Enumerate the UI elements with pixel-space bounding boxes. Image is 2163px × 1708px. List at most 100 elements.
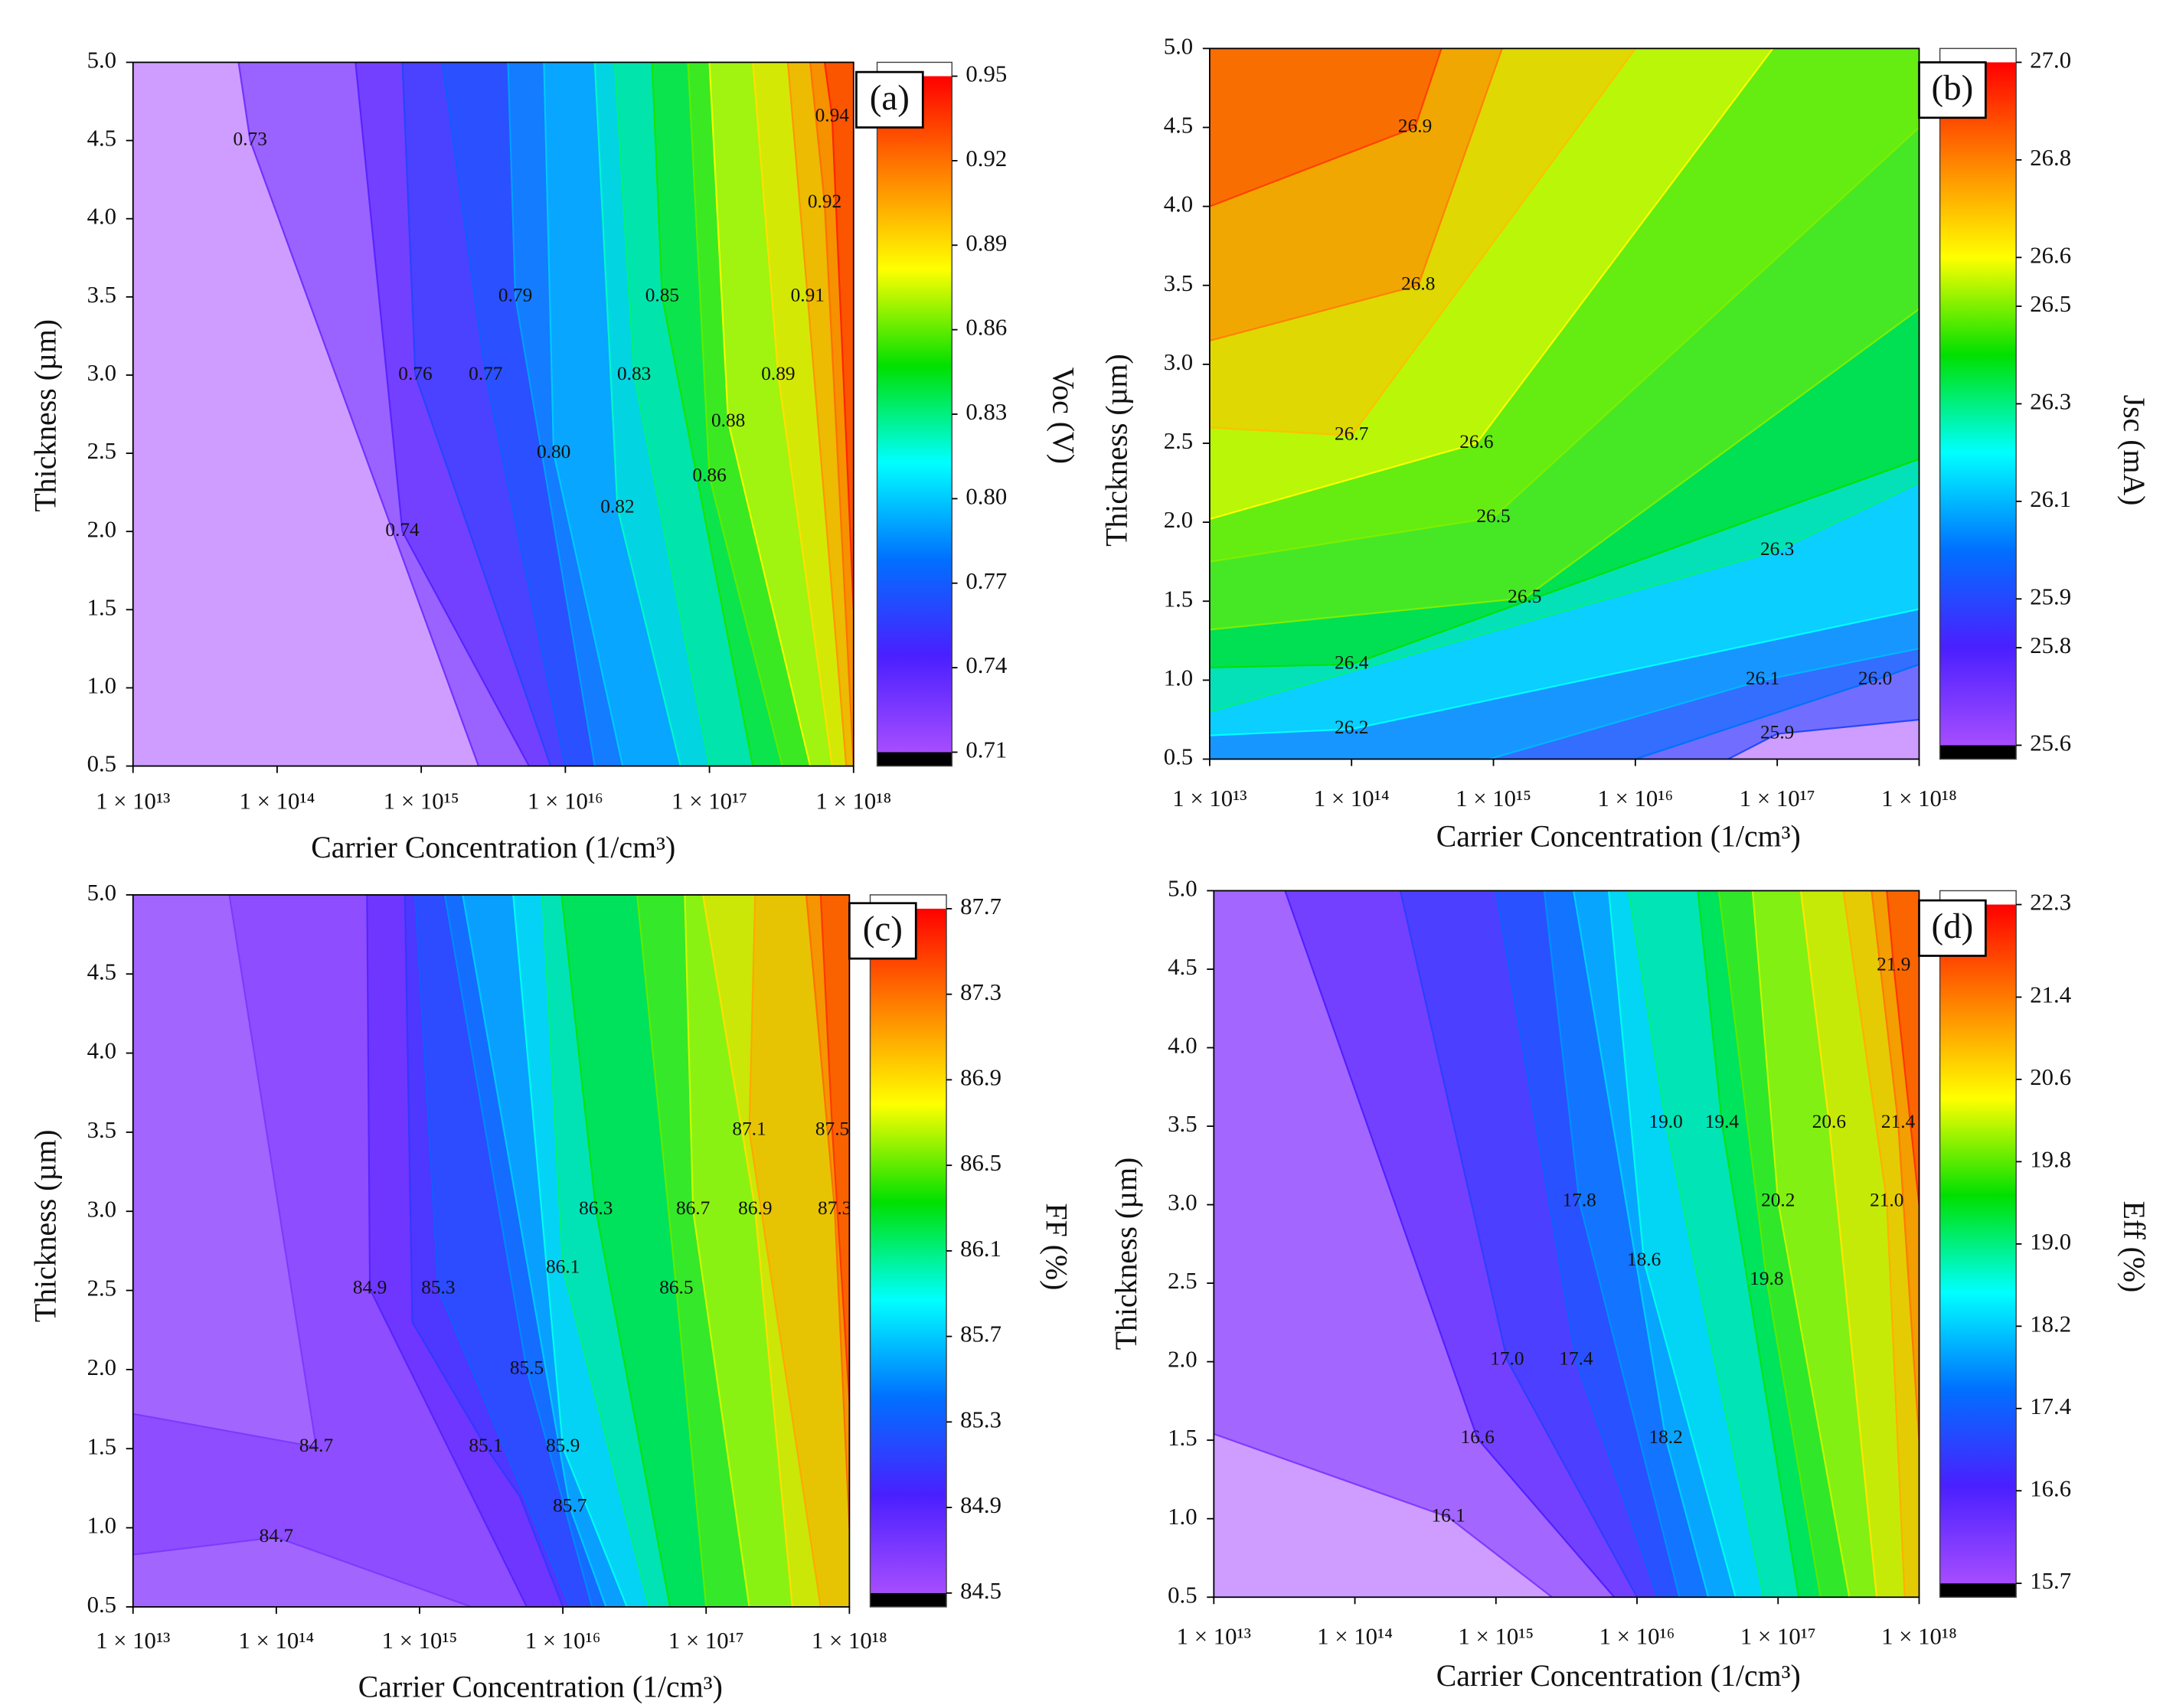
contour-label: 21.9 xyxy=(1877,954,1910,975)
contour-line xyxy=(543,62,624,766)
contour-label: 26.1 xyxy=(1746,668,1779,689)
x-axis-label: Carrier Concentration (1/cm³) xyxy=(1436,1659,1801,1693)
panel-label: (a) xyxy=(870,78,910,118)
plot-frame xyxy=(132,61,854,767)
x-tick-label: 1 × 10¹⁷ xyxy=(1740,785,1815,812)
contour-label: 20.6 xyxy=(1812,1111,1846,1132)
contour-line xyxy=(1214,1432,1553,1598)
contour-line xyxy=(507,62,596,766)
y-tick-label: 2.0 xyxy=(87,516,116,542)
contour-label: 86.1 xyxy=(546,1256,580,1277)
y-axis-label: Thickness (µm) xyxy=(28,1129,62,1322)
contour-line xyxy=(1209,48,1443,207)
y-tick-label: 4.5 xyxy=(87,126,116,152)
contour-line xyxy=(708,62,812,766)
y-tick-label: 0.5 xyxy=(1168,1582,1197,1608)
x-tick-label: 1 × 10¹⁶ xyxy=(1599,1624,1675,1650)
x-axis-label: Carrier Concentration (1/cm³) xyxy=(1436,820,1801,854)
contour-label: 26.9 xyxy=(1398,115,1432,136)
contour-label: 0.82 xyxy=(600,495,634,517)
contour-label: 87.3 xyxy=(818,1197,851,1219)
panel-label-box xyxy=(855,70,924,129)
contour-line xyxy=(684,894,750,1607)
contour-line xyxy=(1842,890,1906,1598)
y-tick-label: 2.5 xyxy=(1168,1268,1197,1294)
contour-label: 86.7 xyxy=(676,1197,710,1219)
contour-label: 0.83 xyxy=(617,363,651,384)
contour-line xyxy=(462,894,607,1607)
contour-line xyxy=(1209,48,1636,436)
y-tick-label: 5.0 xyxy=(87,47,116,73)
contour-label: 19.8 xyxy=(1750,1268,1783,1289)
colorbar-tick-label: 26.3 xyxy=(2030,389,2071,415)
contour-label: 20.2 xyxy=(1761,1189,1795,1210)
contour-line xyxy=(748,894,822,1607)
colorbar-tick-label: 87.7 xyxy=(960,893,1001,919)
contour-line xyxy=(512,894,628,1607)
contour-label: 21.4 xyxy=(1881,1111,1916,1132)
panel-label-box xyxy=(1918,899,1987,957)
contour-label: 0.79 xyxy=(498,285,532,306)
contour-label: 85.9 xyxy=(546,1435,580,1456)
colorbar-label: Jsc (mA) xyxy=(2117,395,2151,506)
contour-line xyxy=(1209,48,1503,341)
x-tick-label: 1 × 10¹⁷ xyxy=(668,1628,744,1654)
colorbar-tick-label: 84.9 xyxy=(960,1492,1001,1518)
x-tick-label: 1 × 10¹⁶ xyxy=(1597,785,1673,812)
contour-line xyxy=(1799,890,1878,1598)
plot-frame xyxy=(1208,47,1920,760)
contour-label: 0.94 xyxy=(815,105,850,126)
x-tick-label: 1 × 10¹⁷ xyxy=(671,789,747,815)
contour-label: 26.3 xyxy=(1760,538,1794,560)
contour-label: 84.9 xyxy=(353,1276,387,1298)
y-tick-label: 1.0 xyxy=(87,673,116,699)
y-axis-label: Thickness (µm) xyxy=(28,319,62,512)
contour-label: 0.80 xyxy=(537,441,570,462)
colorbar xyxy=(877,76,952,753)
contour-label: 85.3 xyxy=(421,1276,455,1298)
contour-line xyxy=(1573,890,1710,1598)
contour-label: 25.9 xyxy=(1760,721,1794,743)
colorbar-tick-label: 17.4 xyxy=(2030,1393,2071,1419)
y-tick-label: 3.0 xyxy=(1168,1190,1197,1216)
y-tick-label: 1.0 xyxy=(87,1513,116,1539)
x-tick-label: 1 × 10¹⁸ xyxy=(815,789,891,815)
x-tick-label: 1 × 10¹⁵ xyxy=(384,789,459,815)
contour-line xyxy=(1209,482,1920,713)
y-tick-label: 0.5 xyxy=(87,1592,116,1618)
colorbar-label: Eff (%) xyxy=(2117,1201,2151,1293)
contour-label: 84.7 xyxy=(299,1435,333,1456)
colorbar-tick-label: 20.6 xyxy=(2030,1064,2071,1090)
colorbar-tick-label: 25.8 xyxy=(2030,632,2071,658)
colorbar-tick-label: 26.5 xyxy=(2030,291,2071,317)
y-tick-label: 4.0 xyxy=(1164,191,1193,217)
colorbar-tick-label: 0.77 xyxy=(966,568,1007,594)
contour-line xyxy=(805,894,850,1528)
x-tick-label: 1 × 10¹⁸ xyxy=(1881,1624,1957,1650)
x-tick-label: 1 × 10¹⁴ xyxy=(240,789,315,815)
contour-label: 86.9 xyxy=(738,1197,772,1219)
panel-label: (d) xyxy=(1931,906,1973,946)
colorbar-tick-label: 0.80 xyxy=(966,483,1007,509)
contour-label: 0.89 xyxy=(761,363,795,384)
contour-line xyxy=(809,62,854,766)
contour-label: 87.5 xyxy=(815,1119,849,1140)
colorbar-label: Voc (V) xyxy=(1046,367,1080,464)
colorbar-tick-label: 0.83 xyxy=(966,399,1007,425)
contour-line xyxy=(441,62,567,766)
y-tick-label: 5.0 xyxy=(1164,33,1193,59)
contour-label: 17.8 xyxy=(1563,1189,1596,1210)
contour-line xyxy=(1717,890,1822,1598)
colorbar-tick-label: 27.0 xyxy=(2030,47,2071,73)
y-tick-label: 1.5 xyxy=(87,1433,116,1459)
contour-label: 87.1 xyxy=(732,1119,766,1140)
panel: 0.73 0.74 0.76 0.77 0.79 0.80 0.82 0.83 0.85 0.86… xyxy=(28,47,1080,864)
contour-label: 0.76 xyxy=(398,363,432,384)
colorbar-tick-label: 16.6 xyxy=(2030,1475,2071,1501)
contour-line xyxy=(1488,648,1920,759)
colorbar-tick-label: 87.3 xyxy=(960,979,1001,1005)
contour-label: 18.2 xyxy=(1648,1426,1682,1448)
panel-label: (b) xyxy=(1931,68,1973,108)
y-tick-label: 4.5 xyxy=(1168,954,1197,980)
